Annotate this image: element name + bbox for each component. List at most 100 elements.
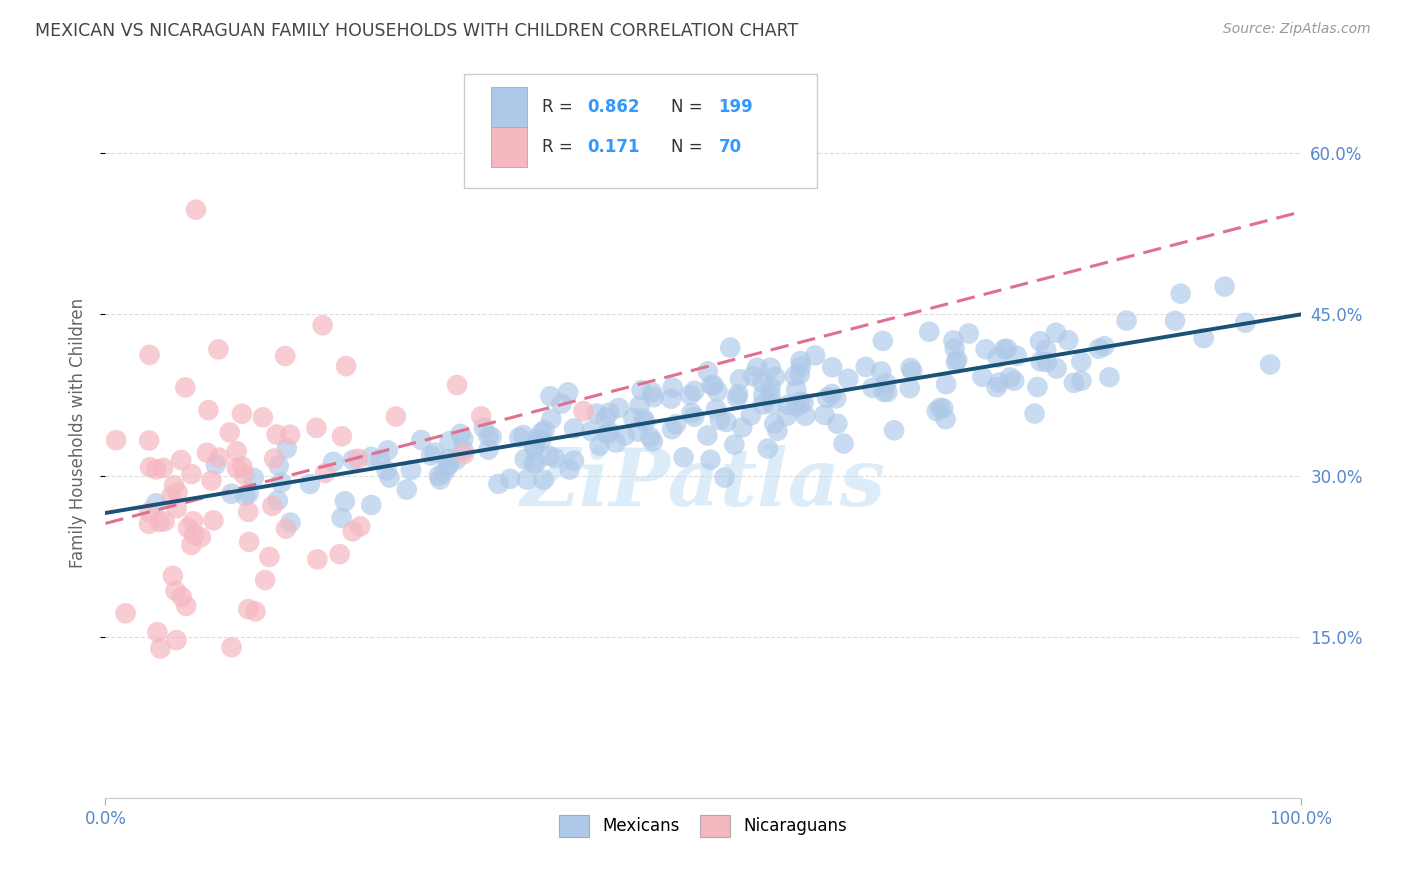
Point <box>267 458 290 473</box>
Legend: Mexicans, Nicaraguans: Mexicans, Nicaraguans <box>551 806 855 845</box>
Point <box>605 435 627 450</box>
Point <box>703 378 725 392</box>
Point <box>598 425 620 439</box>
Point <box>453 447 475 461</box>
Point <box>225 444 247 458</box>
Point <box>1192 331 1215 345</box>
Point <box>1070 374 1092 388</box>
Point <box>665 417 688 432</box>
Point <box>395 483 418 497</box>
Point <box>114 607 136 621</box>
Point <box>1046 361 1069 376</box>
Point <box>643 390 665 404</box>
Point <box>145 462 167 476</box>
Point <box>661 380 683 394</box>
Point <box>508 430 530 444</box>
Point <box>183 528 205 542</box>
Point <box>659 392 682 406</box>
Point <box>533 473 555 487</box>
Point <box>105 434 128 448</box>
Point <box>898 381 921 395</box>
Point <box>813 408 835 422</box>
Point <box>883 423 905 437</box>
Point <box>821 360 844 375</box>
Point <box>450 426 472 441</box>
Point <box>704 402 727 417</box>
Point <box>661 422 683 436</box>
Point <box>451 432 474 446</box>
Point <box>581 424 603 438</box>
Point <box>946 352 969 367</box>
Point <box>1170 286 1192 301</box>
Point <box>138 516 160 531</box>
Point <box>778 398 800 412</box>
Point <box>184 202 207 217</box>
Point <box>233 489 256 503</box>
Point <box>439 434 461 449</box>
Point <box>995 342 1018 356</box>
Point <box>925 404 948 418</box>
Point <box>727 387 749 401</box>
Point <box>815 391 838 405</box>
Point <box>538 389 561 403</box>
Point <box>728 372 751 386</box>
Point <box>550 397 572 411</box>
Point <box>429 473 451 487</box>
Point <box>530 425 553 440</box>
Point <box>526 432 548 446</box>
Text: R =: R = <box>541 138 578 156</box>
Point <box>263 451 285 466</box>
Point <box>1098 370 1121 384</box>
Point <box>166 485 188 500</box>
Point <box>153 514 176 528</box>
Point <box>988 376 1011 390</box>
Point <box>221 640 243 655</box>
Point <box>524 455 547 469</box>
Point <box>935 377 957 392</box>
Point <box>190 530 212 544</box>
Point <box>152 460 174 475</box>
Point <box>1213 279 1236 293</box>
Point <box>262 499 284 513</box>
Point <box>411 433 433 447</box>
FancyBboxPatch shape <box>464 74 817 187</box>
Point <box>180 467 202 481</box>
Point <box>783 368 806 383</box>
Point <box>821 387 844 401</box>
Point <box>832 436 855 450</box>
Point <box>218 425 240 440</box>
Point <box>145 496 167 510</box>
Point <box>278 427 301 442</box>
Point <box>181 514 204 528</box>
Point <box>225 461 247 475</box>
Point <box>208 450 231 465</box>
Text: 70: 70 <box>718 138 741 156</box>
Point <box>238 486 260 500</box>
Point <box>873 384 896 399</box>
Point <box>558 462 581 476</box>
Point <box>335 359 357 373</box>
Point <box>1057 333 1080 347</box>
Point <box>477 442 499 457</box>
Point <box>752 397 775 411</box>
Point <box>1024 407 1046 421</box>
Point <box>195 446 218 460</box>
Point <box>756 442 779 456</box>
Point <box>942 334 965 348</box>
Point <box>544 451 567 466</box>
Text: 199: 199 <box>718 98 754 116</box>
Point <box>825 392 848 406</box>
Point <box>437 459 460 474</box>
Point <box>177 521 200 535</box>
Point <box>170 453 193 467</box>
Text: N =: N = <box>671 138 707 156</box>
Point <box>1045 326 1067 340</box>
Point <box>322 455 344 469</box>
Point <box>855 359 877 374</box>
Text: R =: R = <box>541 98 578 116</box>
Point <box>731 420 754 434</box>
Point <box>420 449 443 463</box>
Text: N =: N = <box>671 98 707 116</box>
Point <box>202 513 225 527</box>
Point <box>138 505 160 519</box>
